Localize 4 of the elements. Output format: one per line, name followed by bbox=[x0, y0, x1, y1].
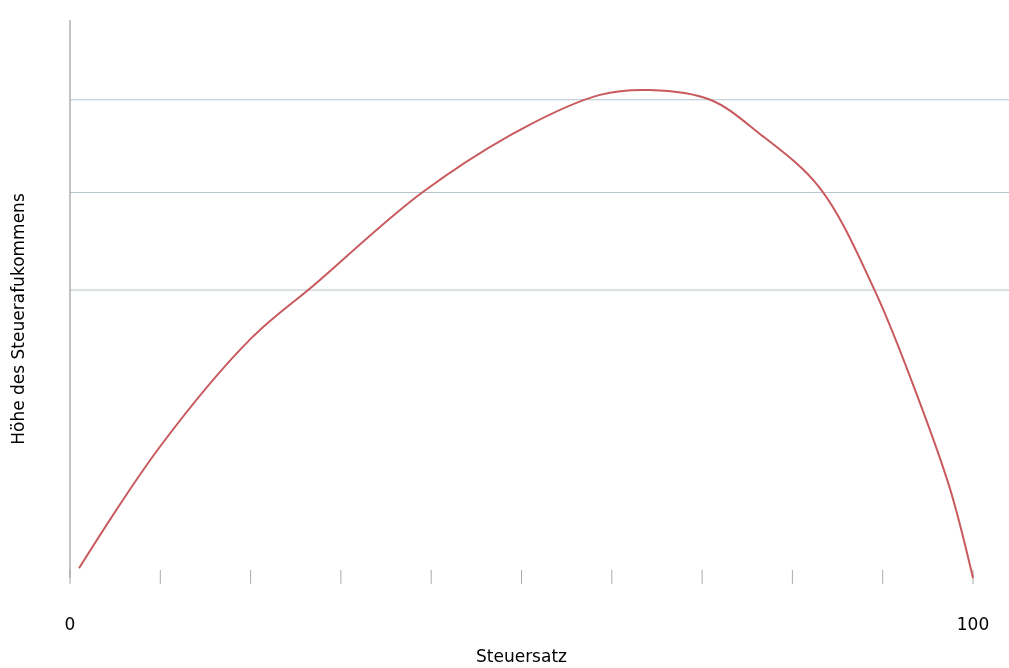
x-tick-label: 100 bbox=[956, 614, 990, 634]
y-axis-title: Höhe des Steuerafukommens bbox=[8, 193, 28, 445]
x-tick-label: 0 bbox=[64, 614, 76, 634]
x-axis-title: Steuersatz bbox=[475, 646, 568, 666]
